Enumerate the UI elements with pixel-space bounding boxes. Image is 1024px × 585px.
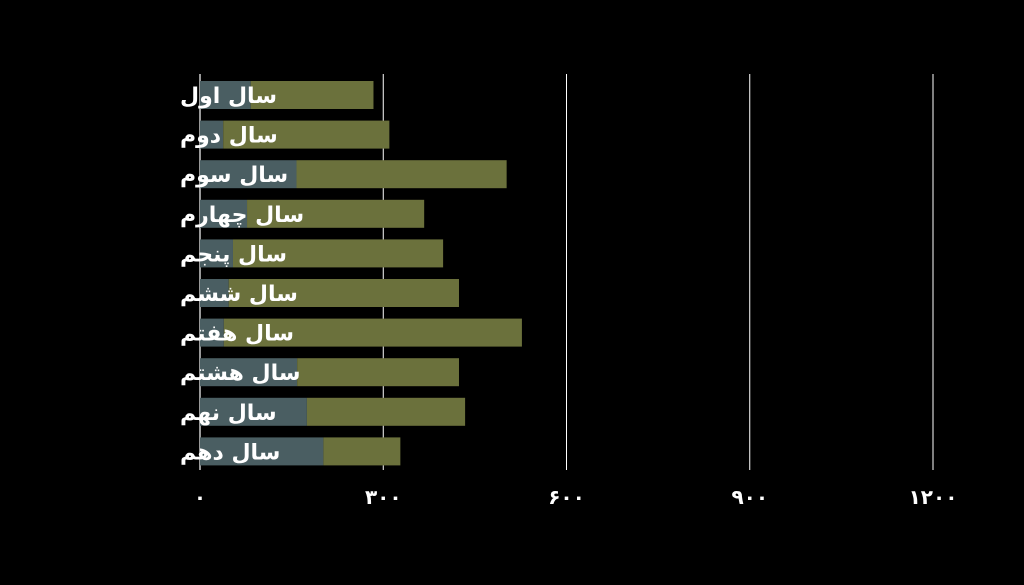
bar-segment-series-1 [200, 199, 248, 228]
bar-segment-series-2 [223, 318, 522, 347]
bar-segment-series-1 [200, 81, 251, 109]
category-label: سال اول [180, 84, 277, 109]
category-label: سال ششم [180, 282, 298, 307]
bar-segment-series-2 [297, 358, 459, 387]
category-label: سال چهارم [180, 203, 304, 228]
bar-segment-series-2 [323, 437, 401, 466]
category-label: سال دوم [180, 124, 278, 149]
bar-segment-series-2 [296, 160, 507, 189]
category-labels: سال اول سال دوم سال سوم سال چهارم سال پنجم سا… [180, 84, 304, 465]
category-label: سال سوم [180, 163, 288, 188]
bar-segment-series-2 [247, 199, 425, 228]
bar-segment-series-2 [250, 81, 374, 109]
x-tick-label: ۱۲۰۰ [909, 485, 958, 509]
x-tick-label: ۶۰۰ [548, 485, 585, 509]
bar-segment-series-1 [200, 279, 229, 307]
bar-segment-series-1 [200, 120, 224, 149]
category-label: سال دهم [180, 440, 280, 465]
category-label: سال هفتم [180, 322, 294, 347]
bars [200, 81, 522, 466]
category-label: سال نهم [180, 401, 277, 426]
bar-segment-series-1 [200, 160, 297, 189]
x-tick-label: ۰ [194, 485, 206, 509]
category-label: سال هشتم [180, 361, 301, 386]
bar-segment-series-2 [228, 279, 459, 307]
x-tick-label: ۹۰۰ [731, 485, 768, 509]
bar-segment-series-2 [223, 120, 390, 149]
bar-segment-series-1 [200, 397, 307, 426]
bar-segment-series-1 [200, 437, 324, 466]
x-tick-label: ۳۰۰ [365, 485, 402, 509]
bar-segment-series-2 [306, 397, 466, 426]
bar-segment-series-1 [200, 358, 298, 387]
category-label: سال پنجم [180, 242, 287, 267]
bar-segment-series-2 [232, 239, 444, 268]
x-tick-labels: ۰ ۳۰۰ ۶۰۰ ۹۰۰ ۱۲۰۰ [194, 485, 958, 509]
bar-segment-series-1 [200, 239, 233, 268]
bar-segment-series-1 [200, 318, 224, 347]
